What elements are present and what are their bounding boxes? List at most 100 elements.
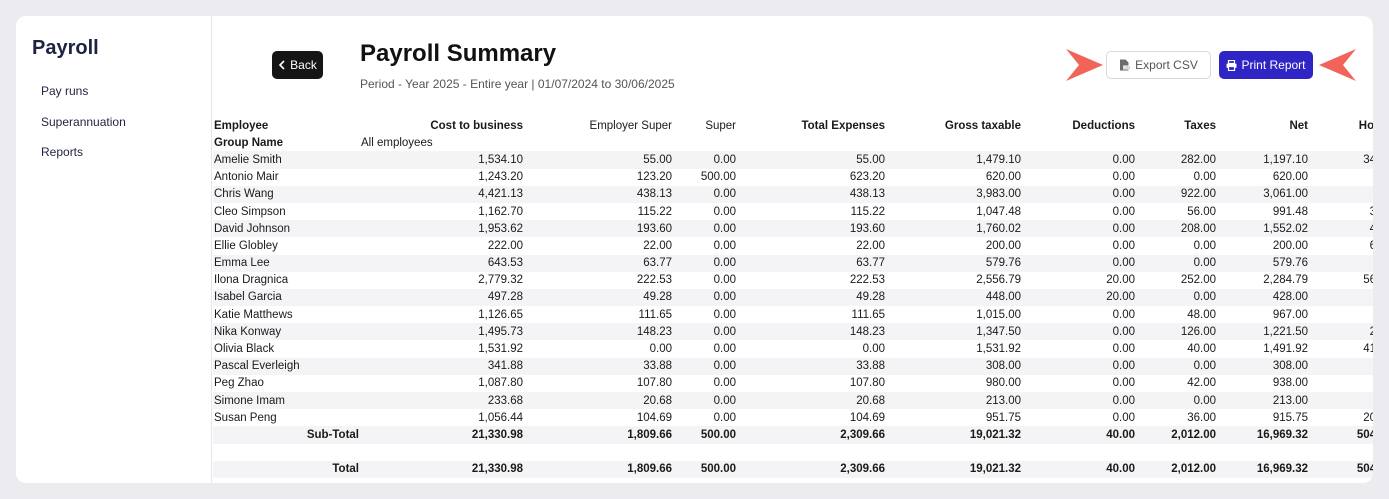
table-cell: 148.23 xyxy=(737,323,886,341)
table-cell: 3,983.00 xyxy=(886,185,1022,203)
row-label: Nika Konway xyxy=(213,323,360,341)
table-row: Simone Imam 233.68 20.68 0.00 20.68 213.00 0.0… xyxy=(213,392,1373,410)
column-header: Employee xyxy=(214,119,269,132)
app-window: Payroll Pay runs Superannuation Reports … xyxy=(16,16,1373,483)
table-cell: 115.22 xyxy=(637,205,672,218)
table-cell: 0.00 xyxy=(1136,288,1217,307)
arrow-right-annotation xyxy=(1066,49,1103,81)
table-cell: 0.00 xyxy=(1112,377,1135,390)
row-label: Chris Wang xyxy=(213,185,360,203)
row-label: Total xyxy=(213,460,360,478)
table-cell: 222.00 xyxy=(487,239,523,252)
table-cell: 33.88 xyxy=(524,357,673,375)
table-cell: 938.00 xyxy=(1272,377,1308,390)
table-row: Chris Wang 4,421.13 438.13 0.00 438.13 3,983.… xyxy=(213,185,1373,203)
table-cell: 0.00 xyxy=(1136,392,1217,410)
back-button[interactable]: Back xyxy=(272,51,323,79)
group-label: Group Name xyxy=(214,136,284,149)
row-label: Pascal Everleigh xyxy=(213,357,360,375)
table-cell: 63.77 xyxy=(737,254,886,272)
table-header-row: Employee Cost to business Employer Super… xyxy=(213,117,1373,134)
table-cell: 42.00 xyxy=(1187,377,1216,390)
table-cell: 111.65 xyxy=(638,308,672,321)
table-cell: 0.00 xyxy=(1022,254,1136,272)
table-cell: 0.00 xyxy=(1022,357,1136,375)
table-row: Isabel Garcia 497.28 49.28 0.00 49.28 448.00 2… xyxy=(213,288,1373,307)
table-cell: 33.88 xyxy=(737,357,886,375)
row-label: Ilona Dragnica xyxy=(214,274,289,287)
page-title: Payroll Summary xyxy=(360,40,557,67)
sidebar: Payroll Pay runs Superannuation Reports xyxy=(16,16,212,483)
table-cell: 20.00 xyxy=(1106,274,1135,287)
subtotal-row: Sub-Total 21,330.98 1,809.66 500.00 2,309.66… xyxy=(213,426,1373,444)
table-row: Antonio Mair 1,243.20 123.20 500.00 623.20 62… xyxy=(213,169,1373,186)
table-cell: 1,162.70 xyxy=(478,205,523,218)
table-cell: 0.00 xyxy=(673,151,737,169)
table-cell: 2,012.00 xyxy=(1136,426,1217,444)
table-cell: 1,531.92 xyxy=(976,343,1021,356)
table-cell: 0.00 xyxy=(713,308,736,321)
table-cell: 0.00 xyxy=(673,185,737,203)
app-title: Payroll xyxy=(32,37,99,59)
table-cell: 222.53 xyxy=(849,274,885,287)
table-cell: 0.00 xyxy=(673,254,737,272)
table-cell: 0.00 xyxy=(1022,185,1136,203)
table-cell: 1,243.20 xyxy=(478,171,523,184)
sidebar-item-reports[interactable]: Reports xyxy=(41,145,84,159)
table-cell: 967.00 xyxy=(1272,308,1308,321)
table-cell: 20.5 xyxy=(1309,323,1373,341)
print-report-button[interactable]: Print Report xyxy=(1219,51,1313,79)
table-cell: 2,012.00 xyxy=(1136,460,1217,478)
table-cell: 0.00 xyxy=(1112,411,1135,424)
table-cell: 39 xyxy=(1309,254,1373,272)
table-cell: 115.22 xyxy=(850,205,885,218)
table-cell: 991.48 xyxy=(1272,205,1308,218)
table-cell: 104.69 xyxy=(849,411,885,424)
table-cell: 213.00 xyxy=(886,392,1022,410)
table-cell: 20.25 xyxy=(1363,411,1373,424)
table-cell: 35 xyxy=(1309,306,1373,323)
table-cell: 2,779.32 xyxy=(478,274,523,287)
table-cell: 282.00 xyxy=(1136,151,1217,169)
table-cell: 107.80 xyxy=(636,377,672,390)
table-cell: 16,969.32 xyxy=(1217,426,1309,444)
table-cell: 21,330.98 xyxy=(360,460,524,478)
table-cell: 1,056.44 xyxy=(478,411,523,424)
table-cell: 500.00 xyxy=(673,426,737,444)
table-cell: 48.00 xyxy=(1187,308,1216,321)
table-cell: 0.00 xyxy=(1136,254,1217,272)
table-cell: 1,552.02 xyxy=(1217,220,1309,238)
table-cell: 1,760.02 xyxy=(886,220,1022,238)
table-cell: 22.00 xyxy=(643,239,672,252)
table-cell: 308.00 xyxy=(886,357,1022,375)
table-cell: 46.8 xyxy=(1309,220,1373,238)
row-label: Amelie Smith xyxy=(213,151,360,169)
chevron-left-icon xyxy=(279,60,285,70)
table-cell: 19,021.32 xyxy=(886,426,1022,444)
table-cell: 1,809.66 xyxy=(524,460,673,478)
table-cell: 0.00 xyxy=(862,343,885,356)
table-cell: 0.00 xyxy=(1112,239,1135,252)
printer-icon xyxy=(1226,59,1237,71)
sidebar-item-pay-runs[interactable]: Pay runs xyxy=(41,84,89,98)
sidebar-item-superannuation[interactable]: Superannuation xyxy=(41,115,126,129)
table-cell: 2,556.79 xyxy=(976,274,1021,287)
table-row: Olivia Black 1,531.92 0.00 0.00 0.00 1,531.92… xyxy=(213,340,1373,357)
table-cell: 915.75 xyxy=(1272,411,1308,424)
export-csv-button[interactable]: CSV Export CSV xyxy=(1106,51,1211,79)
table-cell: 1,087.80 xyxy=(478,377,523,390)
table-cell: 4 xyxy=(1309,392,1373,410)
table-cell: 438.13 xyxy=(737,185,886,203)
svg-text:CSV: CSV xyxy=(1123,65,1130,70)
table-cell: 107.80 xyxy=(849,377,885,390)
table-cell: 497.28 xyxy=(360,288,524,307)
row-label: Olivia Black xyxy=(214,343,275,356)
table-cell: 77 xyxy=(1309,185,1373,203)
table-cell: 1,015.00 xyxy=(976,308,1021,321)
table-cell: 14 xyxy=(1309,375,1373,392)
table-cell: 20.68 xyxy=(737,392,886,410)
table-cell: 1,047.48 xyxy=(976,205,1021,218)
column-header: Deductions xyxy=(1072,119,1135,132)
table-cell: 252.00 xyxy=(1180,274,1216,287)
row-label: Emma Lee xyxy=(213,254,360,272)
